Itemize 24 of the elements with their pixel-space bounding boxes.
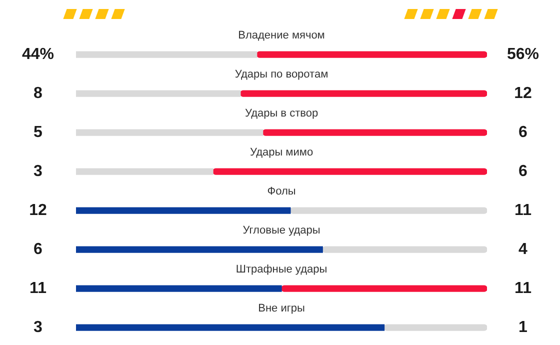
data-label: 1 (518, 319, 528, 336)
data-label: 5 (34, 124, 43, 142)
data-label: 3 (34, 319, 43, 336)
data-label: 56% (506, 46, 540, 64)
data-label: 8 (34, 85, 43, 102)
data-label: 11 (30, 280, 47, 298)
data-label: 4 (518, 241, 528, 258)
data-label: 6 (518, 124, 528, 142)
data-label: 12 (514, 85, 532, 102)
chart-title: Угловые удары (242, 224, 320, 237)
data-label: 6 (518, 163, 528, 180)
chart-title: Удары по воротам (234, 68, 328, 81)
data-label: 3 (34, 163, 43, 180)
data-label: 44% (22, 46, 54, 64)
chart-title: Удары в створ (244, 108, 318, 120)
chart-title: Фолы (267, 186, 296, 198)
chart-title: Штрафные удары (236, 264, 328, 276)
data-label: 11 (514, 202, 532, 220)
data-label: 11 (514, 280, 532, 298)
chart-title: Вне игры (258, 302, 305, 315)
chart-title: Удары мимо (250, 146, 314, 159)
data-label: 6 (34, 241, 43, 258)
chart-title: Владение мячом (238, 30, 325, 42)
data-label: 12 (29, 202, 47, 220)
